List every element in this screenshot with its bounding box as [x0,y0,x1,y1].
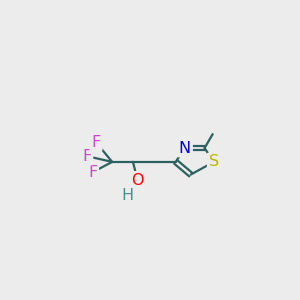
Text: S: S [209,154,219,169]
Text: H: H [121,188,133,203]
Text: F: F [92,135,100,150]
Text: N: N [179,140,191,155]
Text: O: O [131,173,144,188]
Text: F: F [82,148,92,164]
Text: F: F [88,165,97,180]
